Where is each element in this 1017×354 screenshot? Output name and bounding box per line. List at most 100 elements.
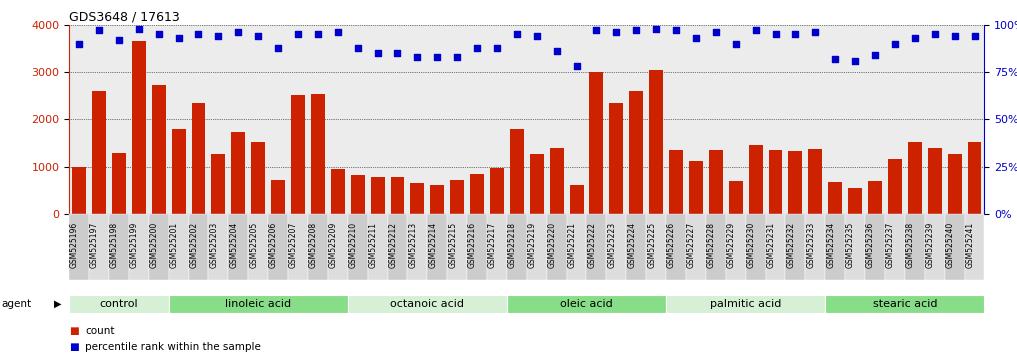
Point <box>111 37 127 43</box>
FancyBboxPatch shape <box>924 214 945 280</box>
Text: GSM525213: GSM525213 <box>409 222 417 268</box>
FancyBboxPatch shape <box>109 214 129 280</box>
Bar <box>729 181 742 214</box>
Bar <box>172 129 185 214</box>
Point <box>548 48 564 54</box>
Point <box>390 50 406 56</box>
FancyBboxPatch shape <box>686 214 706 280</box>
Text: GSM525237: GSM525237 <box>886 222 895 268</box>
Bar <box>570 185 584 214</box>
Bar <box>411 183 424 214</box>
Point <box>708 29 724 35</box>
Point <box>847 58 863 64</box>
FancyBboxPatch shape <box>248 214 268 280</box>
FancyBboxPatch shape <box>69 214 89 280</box>
Text: percentile rank within the sample: percentile rank within the sample <box>85 342 261 352</box>
Text: GSM525207: GSM525207 <box>289 222 298 268</box>
Bar <box>848 188 862 214</box>
Bar <box>590 72 603 214</box>
FancyBboxPatch shape <box>825 214 845 280</box>
Bar <box>291 95 305 214</box>
Point <box>330 29 346 35</box>
FancyBboxPatch shape <box>666 295 825 313</box>
FancyBboxPatch shape <box>964 214 984 280</box>
FancyBboxPatch shape <box>865 214 885 280</box>
FancyBboxPatch shape <box>825 295 984 313</box>
Text: GSM525218: GSM525218 <box>507 222 517 268</box>
FancyBboxPatch shape <box>506 214 527 280</box>
Bar <box>510 129 524 214</box>
Text: GSM525198: GSM525198 <box>110 222 119 268</box>
Bar <box>191 103 205 214</box>
Point <box>608 29 624 35</box>
FancyBboxPatch shape <box>148 214 169 280</box>
Text: GSM525212: GSM525212 <box>388 222 398 268</box>
Bar <box>212 154 226 214</box>
Point <box>787 32 803 37</box>
Text: GSM525206: GSM525206 <box>270 222 278 268</box>
Text: GSM525232: GSM525232 <box>786 222 795 268</box>
Text: octanoic acid: octanoic acid <box>391 299 465 309</box>
Bar <box>788 151 802 214</box>
Point <box>866 52 883 58</box>
Bar <box>649 70 663 214</box>
Bar <box>828 182 842 214</box>
Text: palmitic acid: palmitic acid <box>710 299 781 309</box>
FancyBboxPatch shape <box>547 214 566 280</box>
FancyBboxPatch shape <box>566 214 587 280</box>
FancyBboxPatch shape <box>487 214 506 280</box>
FancyBboxPatch shape <box>348 295 506 313</box>
Text: GSM525223: GSM525223 <box>607 222 616 268</box>
Bar <box>93 91 106 214</box>
FancyBboxPatch shape <box>348 214 367 280</box>
FancyBboxPatch shape <box>268 214 288 280</box>
FancyBboxPatch shape <box>626 214 646 280</box>
Point <box>310 32 326 37</box>
Text: GSM525210: GSM525210 <box>349 222 358 268</box>
Text: GSM525208: GSM525208 <box>309 222 318 268</box>
FancyBboxPatch shape <box>367 214 387 280</box>
FancyBboxPatch shape <box>905 214 924 280</box>
Bar <box>549 148 563 214</box>
Bar <box>869 181 882 214</box>
Point <box>290 32 306 37</box>
Point <box>588 28 604 33</box>
Text: ■: ■ <box>69 342 79 352</box>
Text: GSM525219: GSM525219 <box>528 222 537 268</box>
Bar <box>152 85 166 214</box>
FancyBboxPatch shape <box>805 214 825 280</box>
Text: count: count <box>85 326 115 336</box>
Bar <box>231 132 245 214</box>
Point <box>489 45 505 50</box>
Point <box>947 33 963 39</box>
FancyBboxPatch shape <box>646 214 666 280</box>
Text: GSM525200: GSM525200 <box>149 222 159 268</box>
Bar <box>669 150 683 214</box>
Text: GDS3648 / 17613: GDS3648 / 17613 <box>69 11 180 24</box>
Text: GSM525197: GSM525197 <box>89 222 99 268</box>
Text: agent: agent <box>1 299 32 309</box>
Bar <box>470 174 484 214</box>
Bar <box>370 177 384 214</box>
FancyBboxPatch shape <box>188 214 208 280</box>
Point <box>91 28 107 33</box>
Text: linoleic acid: linoleic acid <box>225 299 291 309</box>
Bar <box>430 185 444 214</box>
Bar <box>609 103 623 214</box>
FancyBboxPatch shape <box>606 214 626 280</box>
Point <box>71 41 87 46</box>
Text: GSM525236: GSM525236 <box>866 222 875 268</box>
Text: GSM525231: GSM525231 <box>767 222 776 268</box>
Text: oleic acid: oleic acid <box>560 299 613 309</box>
Point <box>250 33 266 39</box>
Bar <box>689 161 703 214</box>
Text: GSM525201: GSM525201 <box>170 222 179 268</box>
Text: GSM525226: GSM525226 <box>667 222 676 268</box>
Text: GSM525234: GSM525234 <box>826 222 835 268</box>
Point <box>409 54 425 60</box>
Bar <box>967 142 981 214</box>
Point <box>529 33 545 39</box>
Bar <box>132 41 145 214</box>
Text: GSM525225: GSM525225 <box>647 222 656 268</box>
Bar <box>888 159 902 214</box>
